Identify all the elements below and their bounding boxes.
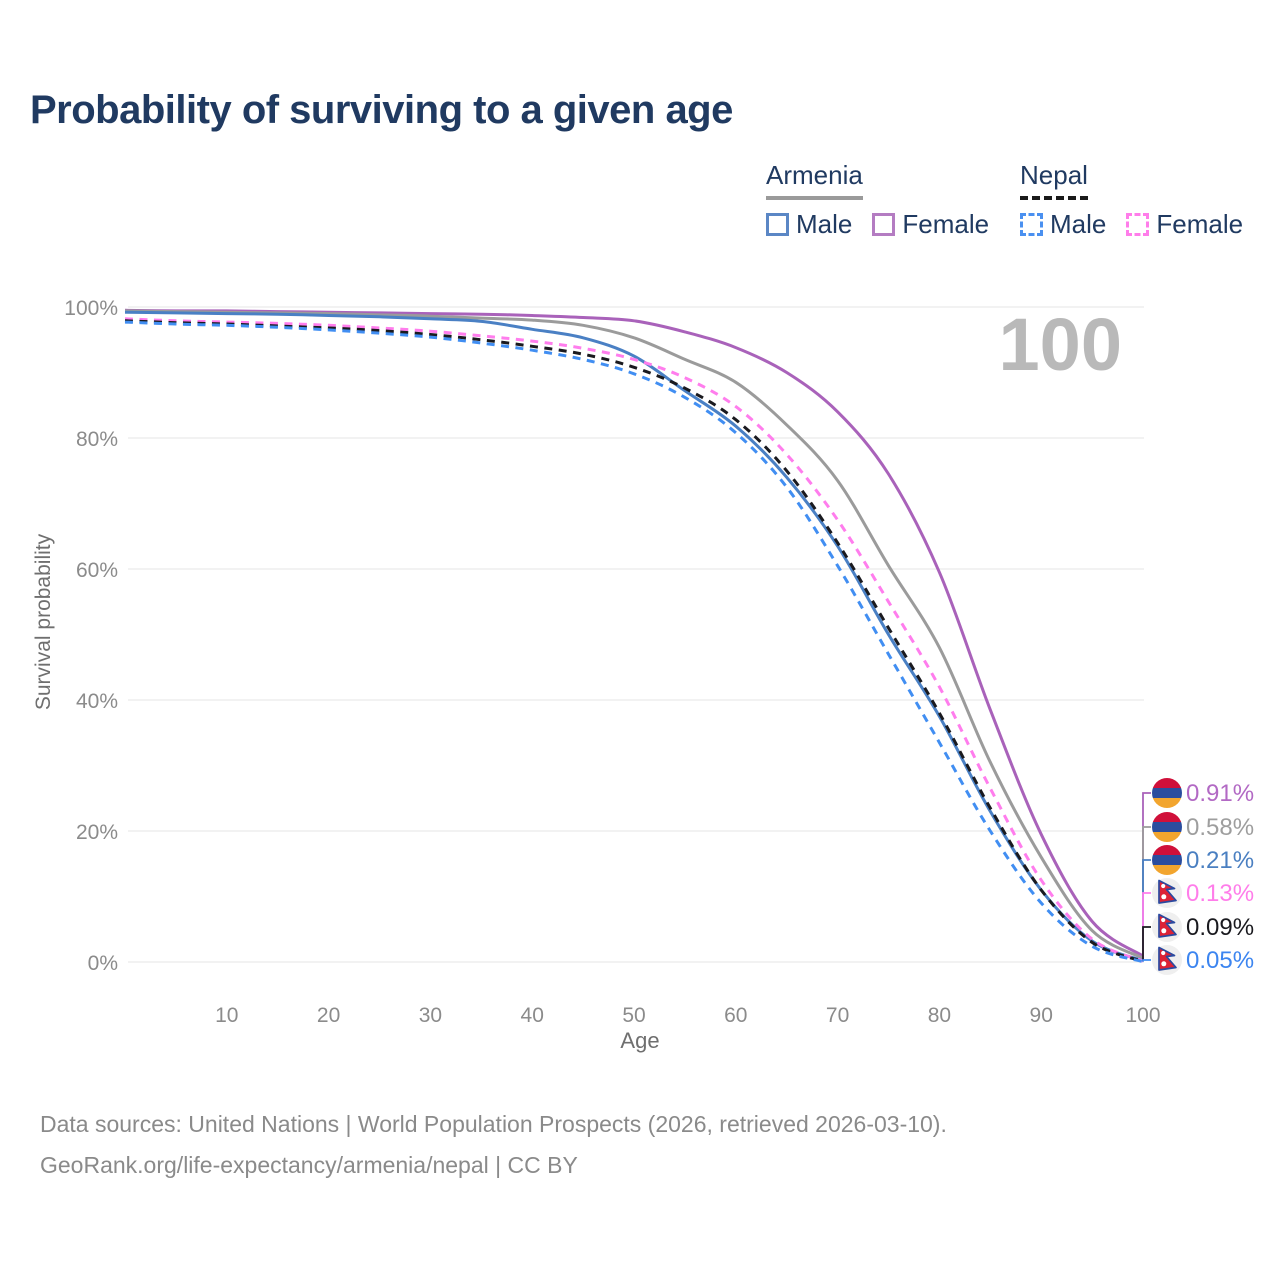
x-tick-40: 40 [521, 1004, 544, 1027]
legend-item-armenia-male[interactable]: Male [796, 209, 853, 239]
legend-swatch-nepal-male[interactable] [1020, 213, 1043, 236]
legend-swatch-nepal-female[interactable] [1126, 213, 1150, 236]
legend-group-nepal: Nepal Male Female [1020, 160, 1263, 240]
footer: Data sources: United Nations | World Pop… [40, 1104, 947, 1186]
survival-probability-chart[interactable]: 100 0% 20% 40% 60% 80% 100% 10 20 30 40 50 60 70 80 9… [0, 0, 1280, 1080]
x-tick-30: 30 [419, 1004, 442, 1027]
legend-swatch-armenia-female[interactable] [872, 213, 896, 236]
x-tick-70: 70 [826, 1004, 849, 1027]
end-label-nepal-female: 0.13% [1186, 880, 1254, 907]
end-label-armenia-both: 0.58% [1186, 814, 1254, 841]
armenia-flag-icon [1152, 845, 1182, 875]
legend-group-armenia: Armenia Male Female [766, 160, 1009, 240]
curve-nepal-female[interactable] [124, 317, 1144, 963]
x-tick-60: 60 [724, 1004, 747, 1027]
page-title: Probability of surviving to a given age [30, 88, 733, 132]
curve-nepal-male[interactable] [124, 320, 1144, 964]
leader-line [1142, 859, 1151, 961]
y-tick-80%: 80% [76, 428, 118, 451]
end-label-nepal-both: 0.09% [1186, 914, 1254, 941]
legend-swatch-armenia-male[interactable] [766, 213, 789, 236]
leader-line [1142, 959, 1151, 962]
curve-armenia-male[interactable] [124, 310, 1144, 963]
legend-item-armenia-female[interactable]: Female [902, 209, 990, 239]
leader-line [1142, 792, 1151, 956]
end-label-armenia-female: 0.91% [1186, 780, 1254, 807]
end-label-nepal-male: 0.05% [1186, 947, 1254, 974]
legend-country-nepal: Nepal [1020, 160, 1263, 200]
y-axis-title: Survival probability [32, 533, 55, 711]
y-tick-100%: 100% [64, 297, 118, 320]
x-tick-100: 100 [1125, 1004, 1160, 1027]
legend-item-nepal-male[interactable]: Male [1050, 209, 1107, 239]
end-label-armenia-male: 0.21% [1186, 847, 1254, 874]
curve-armenia-both[interactable] [124, 309, 1144, 960]
legend-item-nepal-female[interactable]: Female [1156, 209, 1244, 239]
y-tick-0%: 0% [88, 952, 118, 975]
x-tick-80: 80 [928, 1004, 951, 1027]
x-tick-20: 20 [317, 1004, 340, 1027]
armenia-flag-icon [1152, 812, 1182, 842]
nepal-flag-icon [1152, 878, 1182, 908]
y-tick-60%: 60% [76, 559, 118, 582]
nepal-flag-icon [1152, 945, 1182, 975]
x-tick-90: 90 [1030, 1004, 1053, 1027]
curve-armenia-female[interactable] [124, 308, 1144, 958]
y-tick-20%: 20% [76, 821, 118, 844]
curve-nepal-both[interactable] [124, 319, 1144, 963]
leader-line [1142, 926, 1151, 962]
legend-country-nepal-label: Nepal [1020, 160, 1088, 200]
nepal-flag-icon [1152, 912, 1182, 942]
legend-country-armenia: Armenia [766, 160, 1009, 200]
x-tick-50: 50 [622, 1004, 645, 1027]
x-axis-title: Age [620, 1028, 660, 1053]
footer-sources: Data sources: United Nations | World Pop… [40, 1111, 947, 1137]
legend-country-armenia-label: Armenia [766, 160, 863, 200]
armenia-flag-icon [1152, 778, 1182, 808]
footer-url: GeoRank.org/life-expectancy/armenia/nepa… [40, 1152, 578, 1178]
x-tick-10: 10 [215, 1004, 238, 1027]
y-tick-40%: 40% [76, 690, 118, 713]
age-counter-watermark: 100 [999, 303, 1122, 386]
